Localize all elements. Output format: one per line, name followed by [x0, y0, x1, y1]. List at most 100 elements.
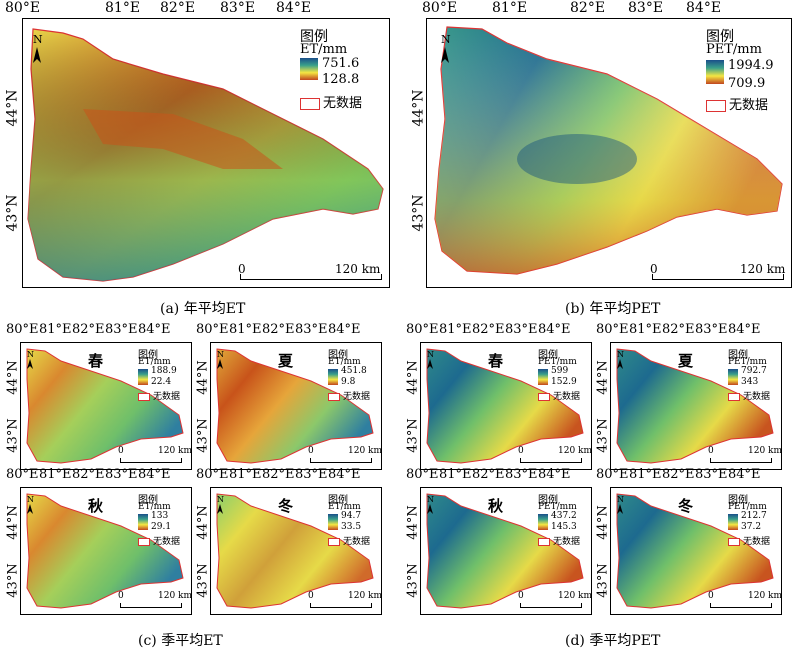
lon-tick: 84°E [328, 467, 361, 482]
lat-tick: 44°N [5, 360, 21, 395]
scale-zero: 0 [308, 446, 314, 456]
seasonal-map: N [26, 493, 184, 609]
map-frame: N [426, 18, 792, 288]
scale-label: 120 km [158, 446, 193, 456]
legend-unit: PET/mm [538, 502, 577, 512]
scale-bar [120, 603, 182, 608]
legend-nodata: 无数据 [728, 389, 770, 402]
scale-label: 120 km [335, 262, 381, 276]
seasonal-map: N [26, 348, 184, 464]
seasonal-map-frame: N [20, 487, 192, 615]
legend-ramp [300, 58, 318, 80]
scale-label: 120 km [348, 591, 383, 601]
scale-zero: 0 [118, 446, 124, 456]
seasonal-map-frame: N [610, 487, 782, 615]
legend-title: 图例 [328, 495, 348, 506]
lon-tick: 82°E [662, 467, 695, 482]
lon-tick: 84°E [328, 322, 361, 337]
legend-unit: PET/mm [706, 42, 762, 57]
north-arrow-icon: N [617, 495, 624, 514]
north-arrow-icon: N [27, 495, 34, 514]
legend-title: 图例 [328, 350, 348, 361]
legend-unit: PET/mm [728, 357, 767, 367]
lat-tick: 43°N [195, 418, 211, 453]
legend-max: 437.2 [551, 511, 577, 521]
nodata-swatch [706, 99, 726, 112]
legend-max: 1994.9 [728, 58, 774, 73]
lon-tick: 81°E [439, 322, 472, 337]
legend-ramp [538, 514, 548, 530]
legend-min: 343 [741, 377, 759, 387]
scale-bar [310, 603, 372, 608]
lon-tick: 84°E [276, 0, 312, 16]
panel-d: 80°E 81°E 82°E 83°E 84°E 44°N 43°N N 春图例 PET/mm 59… [400, 322, 800, 652]
lon-tick: 81°E [229, 322, 262, 337]
legend-min: 128.8 [322, 72, 360, 87]
lon-tick: 83°E [295, 467, 328, 482]
panel-caption: (a) 年平均ET [160, 301, 246, 317]
lon-tick: 82°E [570, 0, 606, 16]
nodata-swatch [538, 537, 550, 546]
lon-tick: 84°E [538, 467, 571, 482]
lon-tick: 82°E [72, 322, 105, 337]
seasonal-map-frame: N [420, 342, 592, 470]
svg-text:N: N [217, 495, 224, 504]
lon-tick: 80°E [406, 322, 439, 337]
north-arrow-icon: N [217, 350, 224, 369]
lat-tick: 44°N [595, 360, 611, 395]
legend-ramp [728, 514, 738, 530]
legend-max: 751.6 [322, 56, 360, 71]
scale-zero: 0 [518, 446, 524, 456]
scale-label: 120 km [558, 446, 593, 456]
lon-tick: 84°E [728, 467, 761, 482]
season-label: 冬 [678, 497, 694, 515]
lat-tick: 43°N [5, 418, 21, 453]
lat-tick: 44°N [195, 360, 211, 395]
lon-tick: 82°E [472, 322, 505, 337]
lat-tick: 43°N [595, 418, 611, 453]
lat-tick: 44°N [4, 89, 21, 127]
seasonal-map-frame: N [20, 342, 192, 470]
legend-min: 152.9 [551, 377, 577, 387]
nodata-swatch [138, 537, 150, 546]
lon-tick: 83°E [695, 322, 728, 337]
ili-basin-et-map: N [27, 28, 384, 282]
legend-title: 图例 [538, 350, 558, 361]
nodata-swatch [728, 392, 740, 401]
map-frame: N [22, 18, 390, 288]
legend-ramp [538, 369, 548, 385]
legend-unit: PET/mm [728, 502, 767, 512]
legend-ramp [138, 369, 148, 385]
legend-ramp [138, 514, 148, 530]
legend-min: 709.9 [728, 76, 766, 91]
season-label: 秋 [488, 497, 504, 515]
scale-bar [120, 458, 182, 463]
lon-tick: 84°E [686, 0, 722, 16]
lon-tick: 84°E [538, 322, 571, 337]
lat-tick: 43°N [405, 418, 421, 453]
lat-tick: 43°N [4, 194, 21, 232]
seasonal-map-frame: N [210, 487, 382, 615]
seasonal-map: N [426, 493, 584, 609]
lon-tick: 82°E [262, 467, 295, 482]
legend-unit: ET/mm [138, 502, 171, 512]
legend-title: 图例 [538, 495, 558, 506]
legend-max: 792.7 [741, 366, 767, 376]
legend-nodata: 无数据 [328, 389, 370, 402]
north-arrow-icon: N [33, 33, 43, 63]
seasonal-map: N [426, 348, 584, 464]
legend-title: 图例 [300, 29, 328, 45]
lat-tick: 44°N [405, 505, 421, 540]
legend-nodata: 无数据 [706, 94, 768, 113]
scale-label: 120 km [740, 262, 786, 276]
lon-tick: 81°E [105, 0, 141, 16]
panel-a: 80°E 81°E 82°E 83°E 84°E 44°N 43°N [0, 0, 400, 320]
scale-zero: 0 [238, 262, 246, 276]
season-label: 冬 [278, 497, 294, 515]
seasonal-map-frame: N [420, 487, 592, 615]
season-label: 春 [488, 352, 504, 370]
lon-tick: 81°E [629, 467, 662, 482]
legend-min: 145.3 [551, 522, 577, 532]
lon-tick: 80°E [596, 467, 629, 482]
panel-caption: (d) 季平均PET [565, 633, 661, 649]
